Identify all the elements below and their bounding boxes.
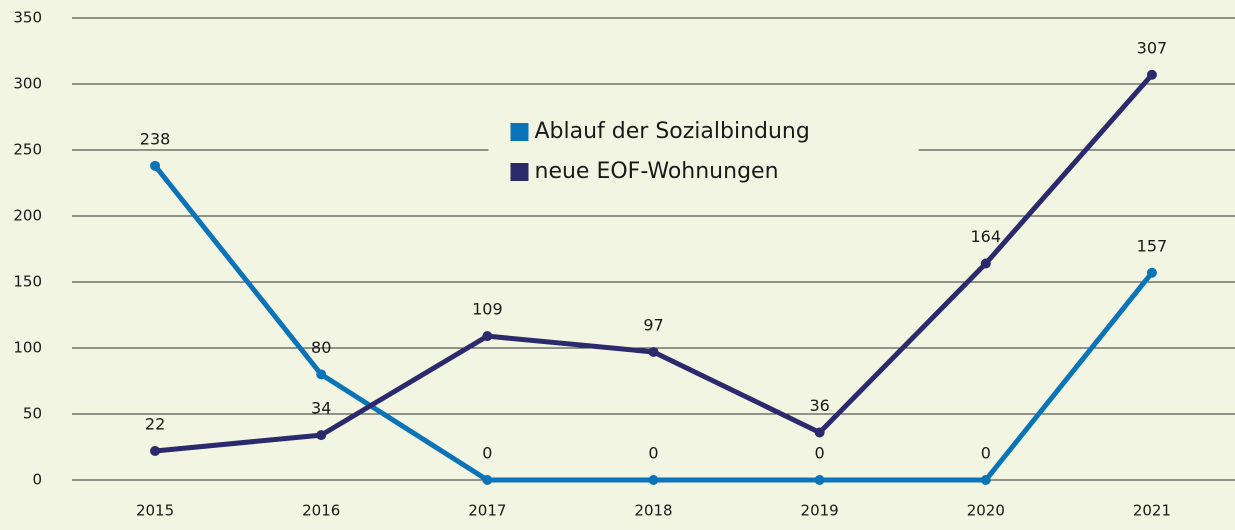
data-label: 307 [1137, 38, 1168, 57]
marker [1146, 69, 1157, 80]
y-tick-label: 0 [32, 471, 42, 489]
data-label: 0 [981, 444, 991, 463]
y-tick-label: 100 [13, 339, 42, 357]
data-label: 97 [643, 315, 663, 334]
data-label: 238 [140, 129, 171, 148]
data-label: 0 [482, 444, 492, 463]
x-tick-label: 2018 [634, 502, 672, 520]
data-label: 157 [1137, 236, 1168, 255]
marker [814, 427, 825, 438]
x-tick-label: 2019 [801, 502, 839, 520]
marker [150, 160, 161, 171]
data-label: 109 [472, 300, 503, 319]
marker [980, 258, 991, 269]
data-label: 0 [815, 444, 825, 463]
marker [482, 475, 493, 485]
marker [648, 346, 659, 357]
legend-box [488, 113, 919, 193]
marker [316, 369, 327, 380]
marker [316, 430, 327, 441]
data-label: 34 [311, 399, 331, 418]
marker [1146, 267, 1157, 278]
legend-label: neue EOF-Wohnungen [535, 159, 779, 184]
data-label: 0 [648, 444, 658, 463]
y-tick-label: 50 [23, 405, 42, 423]
data-label: 22 [145, 414, 165, 433]
x-tick-label: 2021 [1133, 502, 1171, 520]
legend-swatch [510, 123, 529, 141]
data-label: 164 [971, 227, 1002, 246]
y-tick-label: 300 [13, 75, 42, 93]
y-tick-label: 200 [13, 207, 42, 225]
marker [814, 475, 825, 485]
y-tick-label: 250 [13, 141, 42, 159]
marker [150, 445, 161, 456]
legend-label: Ablauf der Sozialbindung [535, 119, 810, 144]
marker [482, 331, 493, 342]
marker [648, 475, 659, 485]
legend-swatch [510, 163, 529, 181]
x-tick-label: 2017 [468, 502, 506, 520]
x-tick-label: 2020 [967, 502, 1005, 520]
marker [980, 475, 991, 485]
x-tick-label: 2016 [302, 502, 340, 520]
y-tick-label: 150 [13, 273, 42, 291]
data-label: 80 [311, 338, 331, 357]
data-label: 36 [809, 396, 829, 415]
x-tick-label: 2015 [136, 502, 174, 520]
y-tick-label: 350 [13, 9, 42, 27]
